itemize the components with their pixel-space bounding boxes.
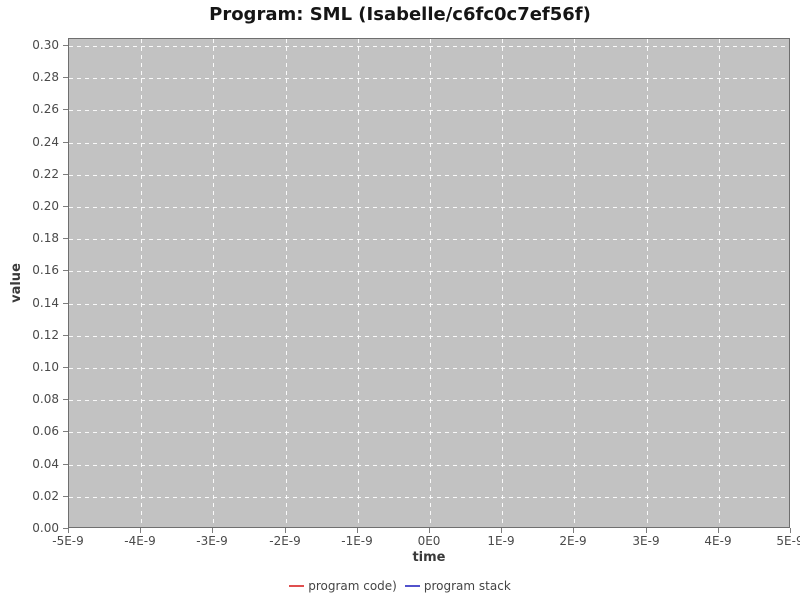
y-axis-tick	[63, 109, 68, 110]
gridline-vertical	[719, 39, 720, 527]
y-axis-tick	[63, 399, 68, 400]
y-axis-tick	[63, 303, 68, 304]
x-axis-label: time	[412, 550, 446, 565]
gridline-vertical	[647, 39, 648, 527]
legend-item: program stack	[404, 579, 511, 593]
x-tick-label: -4E-9	[124, 534, 156, 548]
gridline-horizontal	[69, 110, 789, 111]
y-tick-label: 0.08	[32, 392, 59, 406]
x-tick-label: 0E0	[417, 534, 441, 548]
gridline-horizontal	[69, 207, 789, 208]
y-tick-label: 0.06	[32, 424, 59, 438]
y-axis-label: value	[9, 263, 24, 303]
gridline-vertical	[141, 39, 142, 527]
y-tick-label: 0.10	[32, 360, 59, 374]
x-axis-tick	[646, 528, 647, 533]
x-axis-tick	[68, 528, 69, 533]
gridline-horizontal	[69, 46, 789, 47]
gridline-vertical	[358, 39, 359, 527]
x-axis-tick	[285, 528, 286, 533]
y-tick-label: 0.12	[32, 328, 59, 342]
x-tick-label: 5E-9	[776, 534, 800, 548]
gridline-horizontal	[69, 239, 789, 240]
x-tick-label: -5E-9	[52, 534, 84, 548]
gridline-vertical	[430, 39, 431, 527]
y-tick-label: 0.18	[32, 231, 59, 245]
gridline-horizontal	[69, 336, 789, 337]
gridline-vertical	[286, 39, 287, 527]
y-axis-tick	[63, 335, 68, 336]
x-axis-tick	[140, 528, 141, 533]
legend-label: program code)	[308, 579, 397, 593]
gridline-horizontal	[69, 143, 789, 144]
x-axis-tick	[357, 528, 358, 533]
y-axis-tick	[63, 496, 68, 497]
y-tick-label: 0.22	[32, 167, 59, 181]
y-tick-label: 0.16	[32, 263, 59, 277]
gridline-vertical	[213, 39, 214, 527]
y-tick-label: 0.04	[32, 457, 59, 471]
y-axis-tick	[63, 206, 68, 207]
y-axis-tick	[63, 464, 68, 465]
gridline-horizontal	[69, 271, 789, 272]
x-axis-tick	[501, 528, 502, 533]
y-axis-tick	[63, 174, 68, 175]
y-axis-tick	[63, 528, 68, 529]
legend: program code) program stack	[0, 577, 800, 595]
x-axis-tick	[429, 528, 430, 533]
y-axis-tick	[63, 45, 68, 46]
gridline-horizontal	[69, 304, 789, 305]
legend-item: program code)	[289, 579, 397, 593]
legend-swatch	[404, 585, 420, 587]
legend-label: program stack	[423, 579, 511, 593]
y-axis-tick	[63, 238, 68, 239]
gridline-horizontal	[69, 368, 789, 369]
x-tick-label: -3E-9	[196, 534, 228, 548]
x-tick-label: 3E-9	[632, 534, 660, 548]
y-tick-label: 0.30	[32, 38, 59, 52]
x-tick-label: 2E-9	[559, 534, 587, 548]
gridline-horizontal	[69, 175, 789, 176]
gridline-horizontal	[69, 465, 789, 466]
y-tick-label: 0.00	[32, 521, 59, 535]
y-tick-label: 0.02	[32, 489, 59, 503]
plot-area	[68, 38, 790, 528]
legend-swatch	[289, 585, 305, 587]
y-tick-label: 0.24	[32, 135, 59, 149]
x-tick-label: -2E-9	[269, 534, 301, 548]
gridline-horizontal	[69, 400, 789, 401]
gridline-horizontal	[69, 78, 789, 79]
x-tick-label: -1E-9	[341, 534, 373, 548]
y-tick-label: 0.28	[32, 70, 59, 84]
gridline-horizontal	[69, 432, 789, 433]
y-axis-tick	[63, 77, 68, 78]
y-axis-tick	[63, 270, 68, 271]
x-tick-label: 4E-9	[704, 534, 732, 548]
x-axis-tick	[573, 528, 574, 533]
x-axis-tick	[718, 528, 719, 533]
y-tick-label: 0.14	[32, 296, 59, 310]
x-axis-tick	[212, 528, 213, 533]
y-tick-label: 0.26	[32, 102, 59, 116]
y-axis-tick	[63, 431, 68, 432]
y-axis-tick	[63, 142, 68, 143]
gridline-vertical	[574, 39, 575, 527]
x-tick-label: 1E-9	[487, 534, 515, 548]
gridline-vertical	[502, 39, 503, 527]
y-tick-label: 0.20	[32, 199, 59, 213]
chart-title: Program: SML (Isabelle/c6fc0c7ef56f)	[209, 4, 591, 25]
y-axis-tick	[63, 367, 68, 368]
gridline-horizontal	[69, 497, 789, 498]
x-axis-tick	[790, 528, 791, 533]
